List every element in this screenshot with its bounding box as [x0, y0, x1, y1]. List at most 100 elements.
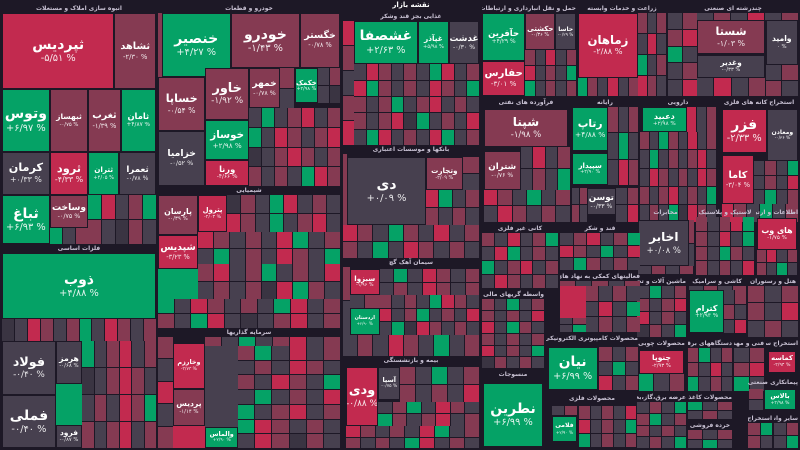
stock-tile-small[interactable] — [312, 195, 326, 214]
stock-tile-small[interactable] — [422, 268, 437, 282]
stock-tile-small[interactable] — [687, 107, 697, 133]
stock-tile-small[interactable] — [249, 108, 262, 127]
stock-tile-small[interactable] — [649, 325, 661, 337]
stock-tile-پردیس[interactable]: پردیس -۱/۱۴ % — [172, 389, 206, 426]
stock-tile-small[interactable] — [450, 437, 465, 448]
stock-tile-small[interactable] — [378, 414, 392, 427]
stock-tile-small[interactable] — [144, 340, 156, 367]
stock-tile-small[interactable] — [707, 168, 716, 186]
stock-tile-small[interactable] — [238, 434, 255, 448]
stock-tile-small[interactable] — [323, 419, 340, 434]
stock-tile-small[interactable] — [205, 384, 239, 427]
stock-tile-small[interactable] — [454, 322, 467, 335]
stock-tile-small[interactable] — [249, 167, 262, 186]
stock-tile-small[interactable] — [325, 281, 340, 299]
stock-tile-small[interactable] — [403, 241, 419, 258]
stock-tile-small[interactable] — [272, 360, 289, 375]
stock-tile-small[interactable] — [227, 214, 241, 233]
stock-tile-small[interactable] — [404, 129, 416, 145]
stock-tile-small[interactable] — [353, 113, 366, 129]
stock-tile-small[interactable] — [682, 63, 697, 80]
stock-tile-small[interactable] — [326, 195, 340, 214]
stock-tile-small[interactable] — [14, 319, 27, 341]
stock-tile-small[interactable] — [451, 282, 465, 296]
stock-tile-small[interactable] — [379, 322, 392, 335]
stock-tile-small[interactable] — [590, 419, 602, 433]
stock-tile-small[interactable] — [392, 401, 407, 414]
stock-tile-small[interactable] — [482, 247, 494, 260]
stock-tile-small[interactable] — [238, 404, 255, 419]
stock-tile-small[interactable] — [107, 421, 119, 448]
stock-tile-small[interactable] — [614, 245, 627, 258]
stock-tile-small[interactable] — [649, 413, 661, 425]
stock-tile-small[interactable] — [612, 376, 625, 391]
stock-tile-small[interactable] — [407, 401, 421, 414]
stock-tile-small[interactable] — [668, 150, 678, 168]
stock-tile-small[interactable] — [699, 377, 710, 391]
stock-tile-small[interactable] — [429, 113, 442, 129]
stock-tile-small[interactable] — [507, 357, 519, 368]
stock-tile-small[interactable] — [697, 132, 707, 150]
stock-tile-small[interactable] — [743, 217, 754, 231]
stock-tile-small[interactable] — [494, 247, 507, 260]
stock-tile-small[interactable] — [697, 150, 707, 168]
stock-tile-small[interactable] — [482, 299, 494, 310]
stock-tile-small[interactable] — [207, 298, 224, 313]
stock-tile-small[interactable] — [512, 206, 527, 222]
stock-tile-small[interactable] — [639, 373, 654, 391]
stock-tile-غپآذر[interactable]: غپآذر +۵/۹۸ % — [417, 21, 450, 65]
stock-tile-small[interactable] — [449, 241, 464, 258]
stock-tile-small[interactable] — [696, 231, 707, 246]
stock-tile-small[interactable] — [272, 404, 289, 419]
stock-tile-small[interactable] — [379, 308, 392, 322]
stock-tile-small[interactable] — [608, 133, 618, 159]
stock-tile-small[interactable] — [345, 426, 360, 437]
stock-tile-small[interactable] — [466, 208, 479, 225]
stock-tile-small[interactable] — [674, 299, 686, 311]
stock-tile-small[interactable] — [437, 268, 451, 282]
stock-tile-small[interactable] — [767, 263, 777, 275]
stock-tile-small[interactable] — [53, 319, 66, 341]
stock-tile-small[interactable] — [608, 281, 624, 287]
stock-tile-small[interactable] — [754, 161, 765, 175]
stock-tile-small[interactable] — [628, 77, 638, 96]
stock-tile-small[interactable] — [454, 308, 467, 322]
stock-tile-small[interactable] — [546, 261, 558, 274]
stock-tile-فزر[interactable]: فزر -۲/۳۳ % — [721, 109, 767, 153]
stock-tile-small[interactable] — [277, 248, 293, 265]
stock-tile-small[interactable] — [587, 233, 600, 245]
stock-tile-small[interactable] — [777, 250, 787, 263]
stock-tile-small[interactable] — [585, 286, 599, 301]
stock-tile-small[interactable] — [255, 214, 269, 233]
stock-tile-small[interactable] — [573, 317, 586, 325]
stock-tile-small[interactable] — [306, 434, 323, 448]
stock-tile-حکشتی[interactable]: حکشتی -۰/۳۶ % — [525, 13, 556, 51]
stock-tile-small[interactable] — [323, 404, 340, 419]
stock-tile-small[interactable] — [507, 345, 519, 357]
stock-tile-small[interactable] — [450, 414, 465, 427]
stock-tile-small[interactable] — [421, 414, 436, 427]
stock-tile-small[interactable] — [560, 286, 586, 318]
stock-tile-small[interactable] — [323, 360, 340, 375]
stock-tile-small[interactable] — [628, 133, 638, 159]
stock-tile-ثشاهد[interactable]: ثشاهد -۲/۳۰ % — [114, 13, 156, 90]
stock-tile-small[interactable] — [419, 224, 434, 241]
stock-tile-small[interactable] — [465, 426, 479, 437]
stock-tile-small[interactable] — [390, 426, 405, 437]
stock-tile-small[interactable] — [76, 227, 89, 244]
stock-tile-small[interactable] — [158, 337, 173, 359]
stock-tile-small[interactable] — [678, 168, 688, 186]
stock-tile-small[interactable] — [688, 168, 697, 186]
stock-tile-small[interactable] — [662, 325, 674, 337]
stock-tile-small[interactable] — [668, 132, 678, 150]
stock-tile-small[interactable] — [314, 147, 327, 167]
stock-tile-small[interactable] — [689, 243, 694, 267]
stock-tile-small[interactable] — [408, 282, 422, 296]
stock-tile-small[interactable] — [143, 195, 156, 220]
stock-tile-small[interactable] — [696, 13, 713, 20]
stock-tile-small[interactable] — [638, 266, 652, 274]
stock-tile-small[interactable] — [657, 55, 666, 75]
stock-tile-small[interactable] — [353, 80, 366, 97]
stock-tile-small[interactable] — [343, 334, 358, 356]
stock-tile-small[interactable] — [255, 375, 272, 390]
